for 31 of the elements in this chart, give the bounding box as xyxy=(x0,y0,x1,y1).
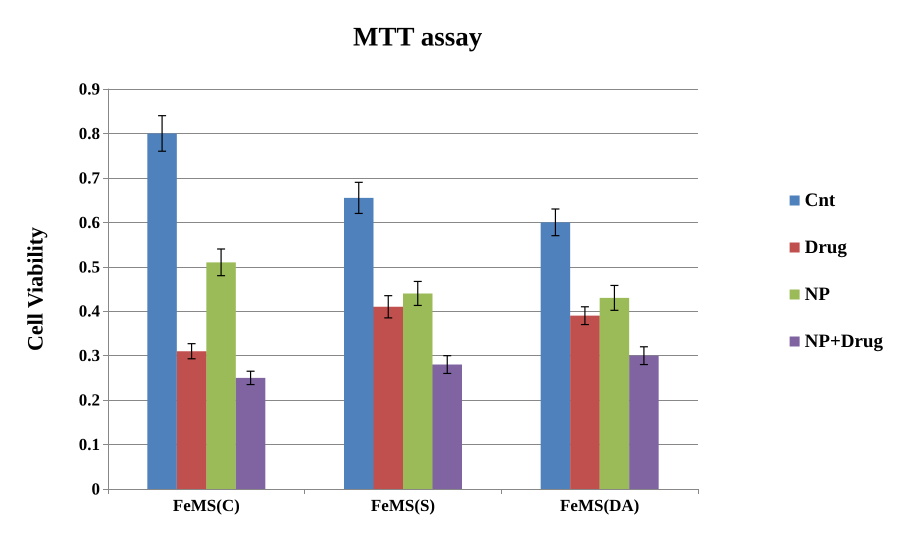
y-tick-label: 0 xyxy=(92,480,100,498)
y-tick-label: 0.6 xyxy=(78,212,100,232)
bar xyxy=(432,364,462,489)
bar xyxy=(236,378,266,489)
bar xyxy=(374,306,403,489)
bar xyxy=(147,133,177,489)
bar xyxy=(600,298,630,489)
y-tick-label: 0.7 xyxy=(78,168,100,188)
y-tick-label: 0.3 xyxy=(78,346,100,366)
legend-label: NP xyxy=(804,284,830,305)
bar xyxy=(176,351,206,489)
y-tick-label: 0.2 xyxy=(78,390,100,410)
x-tick-label: FeMS(S) xyxy=(370,496,436,515)
y-tick-label: 0.5 xyxy=(78,257,100,276)
legend-label: NP+Drug xyxy=(804,331,884,352)
bar xyxy=(206,262,236,489)
bar xyxy=(570,316,600,489)
x-tick-label: FeMS(C) xyxy=(172,496,240,515)
y-tick-label: 0.1 xyxy=(78,435,100,454)
y-tick-label: 0.9 xyxy=(78,80,100,98)
x-tick-label: FeMS(DA) xyxy=(560,496,640,515)
bar xyxy=(344,198,374,489)
y-tick-label: 0.8 xyxy=(78,124,100,143)
y-axis-title: Cell Viability xyxy=(22,226,48,352)
bar xyxy=(403,293,432,489)
y-tick-label: 0.4 xyxy=(78,302,100,321)
chart-title: MTT assay xyxy=(353,22,483,52)
legend-label: Drug xyxy=(804,237,848,258)
bar xyxy=(540,222,570,489)
bar xyxy=(629,356,659,489)
legend-label: Cnt xyxy=(804,190,836,211)
